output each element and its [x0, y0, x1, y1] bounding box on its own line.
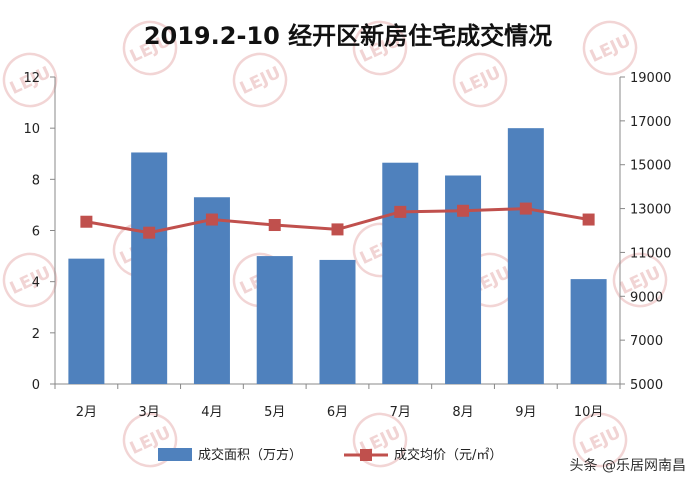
bar	[193, 197, 230, 384]
watermark-ring	[352, 20, 408, 76]
line-point	[205, 213, 218, 226]
bar	[131, 152, 168, 384]
y-right-tick-label: 17000	[630, 115, 671, 130]
bar	[319, 259, 356, 384]
line-point	[80, 215, 93, 228]
legend-swatch-bar	[158, 448, 192, 461]
bar	[382, 162, 419, 384]
x-tick-label: 6月	[327, 405, 348, 420]
watermark-logo: LEJU	[452, 52, 508, 108]
watermark-text: LEJU	[457, 63, 504, 99]
y-left-tick-label: 0	[32, 378, 40, 393]
credit-text: 头条 @乐居网南昌	[570, 457, 686, 474]
watermark-ring	[2, 252, 58, 308]
watermark-ring	[122, 20, 178, 76]
watermark-text: LEJU	[587, 31, 634, 67]
x-tick-label: 10月	[574, 405, 604, 420]
watermark-ring	[2, 52, 58, 108]
watermark-logo: LEJU	[232, 52, 288, 108]
legend: 成交面积（万方） 成交均价（元/㎡）	[158, 447, 502, 463]
line-point	[519, 202, 532, 215]
bar	[507, 128, 544, 384]
y-left-tick-label: 4	[32, 276, 40, 291]
line-point	[582, 213, 595, 226]
y-right-tick-label: 13000	[630, 203, 671, 218]
x-tick-label: 8月	[452, 405, 473, 420]
axes: 0 2 4 6 8 10 12 5000 7000 9000 11000 13000 15000 1700…	[23, 71, 671, 420]
watermark-ring	[122, 412, 178, 468]
x-tick-label: 7月	[390, 405, 411, 420]
chart-title: 2019.2-10 经开区新房住宅成交情况	[144, 22, 552, 50]
line-point	[143, 226, 156, 239]
watermark-text: LEJU	[237, 63, 284, 99]
x-tick-label: 2月	[76, 405, 97, 420]
y-left-tick-label: 10	[23, 122, 40, 137]
x-tick-label: 3月	[139, 405, 160, 420]
line-series	[80, 202, 595, 239]
x-tick-label: 9月	[515, 405, 536, 420]
bar	[256, 256, 293, 384]
y-left-tick-label: 12	[23, 71, 40, 86]
watermark-ring	[452, 52, 508, 108]
y-right-tick-label: 9000	[630, 290, 663, 305]
bar	[68, 258, 105, 384]
watermark-ring	[232, 52, 288, 108]
watermark-ring	[572, 412, 628, 468]
legend-label-line: 成交均价（元/㎡）	[394, 447, 502, 463]
bar-series	[68, 128, 607, 384]
x-tick-label: 5月	[264, 405, 285, 420]
watermark-ring	[582, 20, 638, 76]
y-right-tick-label: 19000	[630, 71, 671, 86]
y-right-tick-label: 11000	[630, 246, 671, 261]
y-right-tick-label: 15000	[630, 159, 671, 174]
line-point	[268, 219, 281, 232]
y-right-tick-label: 5000	[630, 378, 663, 393]
legend-swatch-marker	[360, 449, 372, 461]
line-point	[394, 205, 407, 218]
y-left-tick-label: 2	[32, 327, 40, 342]
watermark-text: LEJU	[7, 263, 54, 299]
line-point	[457, 204, 470, 217]
line-point	[331, 223, 344, 236]
y-left-tick-label: 8	[32, 173, 40, 188]
y-right-tick-label: 7000	[630, 334, 663, 349]
watermark-ring	[612, 252, 668, 308]
legend-label-bar: 成交面积（万方）	[198, 447, 302, 463]
y-left-tick-label: 6	[32, 225, 40, 240]
x-tick-label: 4月	[201, 405, 222, 420]
watermark-text: LEJU	[577, 423, 624, 459]
bar	[570, 279, 607, 384]
watermark-ring	[352, 412, 408, 468]
